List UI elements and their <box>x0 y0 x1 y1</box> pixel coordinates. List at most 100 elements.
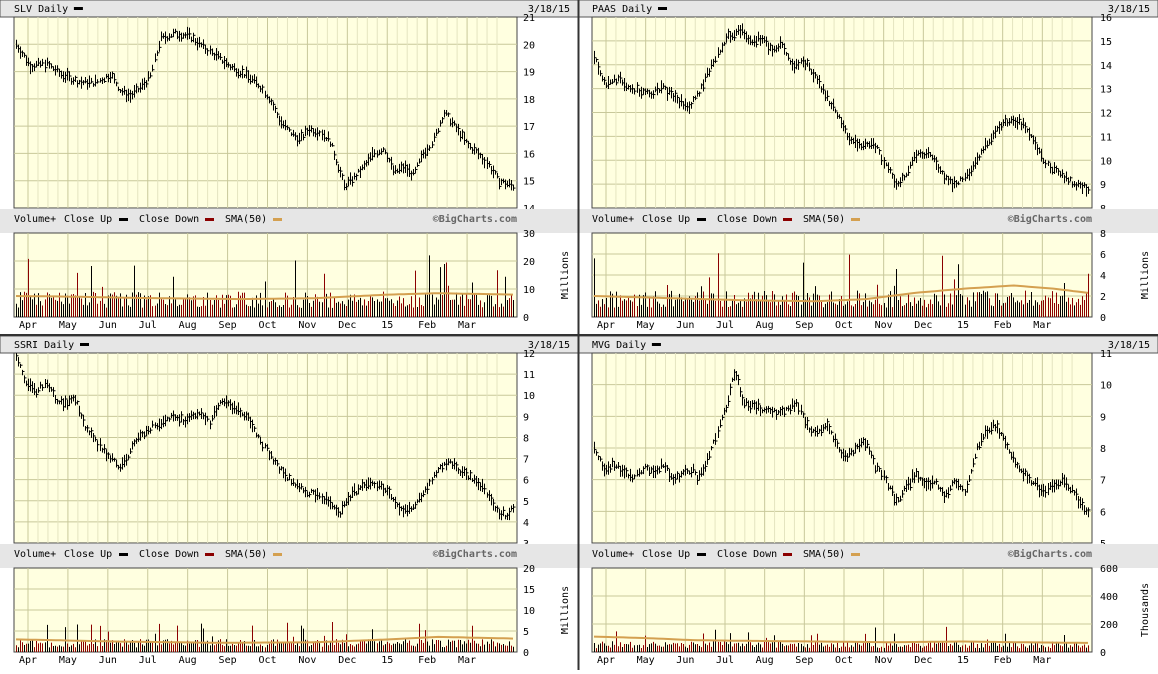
month-label: Nov <box>875 655 893 666</box>
month-label: Dec <box>914 320 932 331</box>
month-label: Jul <box>139 320 157 331</box>
price-tick-label: 10 <box>1100 381 1112 392</box>
chart-panel-slv: SLV Daily3/18/151415161718192021Volume+C… <box>0 0 579 331</box>
price-tick-label: 7 <box>523 455 529 466</box>
month-label: Feb <box>994 655 1012 666</box>
month-label: Sep <box>795 320 813 331</box>
volume-tick-label: 20 <box>523 564 535 575</box>
sma-line <box>593 284 1089 303</box>
volume-tick-label: 0 <box>523 313 529 324</box>
volume-legend-sma: SMA(50) <box>803 214 845 225</box>
month-label: 15 <box>957 655 969 666</box>
month-label: May <box>59 320 77 331</box>
volume-series <box>594 626 1089 652</box>
month-label: May <box>637 320 655 331</box>
volume-legend-close-down: Close Down <box>717 549 777 560</box>
month-label: Feb <box>418 655 436 666</box>
month-label: Feb <box>994 320 1012 331</box>
price-tick-label: 9 <box>1100 180 1106 191</box>
price-tick-label: 10 <box>1100 156 1112 167</box>
volume-tick-label: 6 <box>1100 250 1106 261</box>
volume-legend-close-down: Close Down <box>139 549 199 560</box>
volume-tick-label: 2 <box>1100 292 1106 303</box>
volume-unit-label: Millions <box>560 586 571 634</box>
price-tick-label: 20 <box>523 40 535 51</box>
watermark: ©BigCharts.com <box>1008 213 1092 225</box>
volume-tick-label: 600 <box>1100 564 1118 575</box>
month-label: Jul <box>716 320 734 331</box>
watermark: ©BigCharts.com <box>433 548 517 560</box>
volume-legend-close-down: Close Down <box>139 214 199 225</box>
month-label: Dec <box>338 320 356 331</box>
title-legend-swatch <box>651 343 661 346</box>
sma-line <box>15 635 514 644</box>
month-label: Jun <box>99 655 117 666</box>
volume-tick-label: 4 <box>1100 271 1106 282</box>
month-label: Oct <box>258 655 276 666</box>
month-label: Aug <box>756 320 774 331</box>
volume-legend-label: Volume+ <box>14 214 56 225</box>
volume-unit-label: Millions <box>1140 251 1151 299</box>
close-down-swatch <box>783 553 792 556</box>
month-label: 15 <box>381 320 393 331</box>
month-label: Apr <box>597 655 615 666</box>
volume-tick-label: 8 <box>1100 229 1106 240</box>
close-down-swatch <box>205 218 214 221</box>
price-tick-label: 15 <box>1100 37 1112 48</box>
close-down-swatch <box>783 218 792 221</box>
price-tick-label: 6 <box>523 476 529 487</box>
sma-swatch <box>273 218 282 221</box>
price-series <box>16 353 516 521</box>
chart-title: SLV Daily <box>14 4 68 15</box>
price-series <box>16 26 516 191</box>
price-tick-label: 10 <box>523 391 535 402</box>
volume-tick-label: 20 <box>523 257 535 268</box>
sma-swatch <box>851 218 860 221</box>
close-up-swatch <box>697 553 706 556</box>
title-legend-swatch <box>80 343 89 346</box>
month-label: Apr <box>19 320 37 331</box>
volume-tick-label: 0 <box>523 648 529 659</box>
month-label: Sep <box>219 320 237 331</box>
chart-panel-ssri: SSRI Daily3/18/153456789101112Volume+Clo… <box>0 335 579 666</box>
price-tick-label: 8 <box>1100 444 1106 455</box>
volume-legend-close-up: Close Up <box>64 214 112 225</box>
month-label: Nov <box>298 320 316 331</box>
title-legend-swatch <box>73 7 83 10</box>
volume-header <box>579 544 1158 568</box>
volume-legend-label: Volume+ <box>592 214 634 225</box>
month-label: Jun <box>676 655 694 666</box>
month-label: Nov <box>298 655 316 666</box>
volume-tick-label: 30 <box>523 229 535 240</box>
price-series <box>594 23 1091 197</box>
month-label: Oct <box>835 320 853 331</box>
volume-tick-label: 5 <box>523 627 529 638</box>
chart-date: 3/18/15 <box>1108 340 1150 351</box>
month-label: Oct <box>835 655 853 666</box>
volume-legend-sma: SMA(50) <box>803 549 845 560</box>
month-label: Jul <box>139 655 157 666</box>
price-tick-label: 8 <box>523 433 529 444</box>
month-label: Feb <box>418 320 436 331</box>
volume-tick-label: 200 <box>1100 620 1118 631</box>
volume-unit-label: Thousands <box>1140 583 1151 637</box>
price-tick-label: 11 <box>1100 132 1112 143</box>
sma-line <box>593 635 1088 644</box>
month-label: Aug <box>179 320 197 331</box>
price-tick-label: 21 <box>523 13 535 24</box>
volume-legend-close-up: Close Up <box>642 214 690 225</box>
price-tick-label: 11 <box>1100 349 1112 360</box>
month-label: Mar <box>1033 320 1051 331</box>
volume-tick-label: 0 <box>1100 648 1106 659</box>
month-label: Mar <box>458 655 476 666</box>
month-label: Apr <box>597 320 615 331</box>
sma-swatch <box>851 553 860 556</box>
month-label: Jul <box>716 655 734 666</box>
volume-legend-sma: SMA(50) <box>225 214 267 225</box>
month-label: Oct <box>258 320 276 331</box>
watermark: ©BigCharts.com <box>433 213 517 225</box>
price-tick-label: 16 <box>523 149 535 160</box>
volume-header <box>0 209 578 233</box>
volume-plot-area <box>591 567 1093 653</box>
price-tick-label: 19 <box>523 68 535 79</box>
